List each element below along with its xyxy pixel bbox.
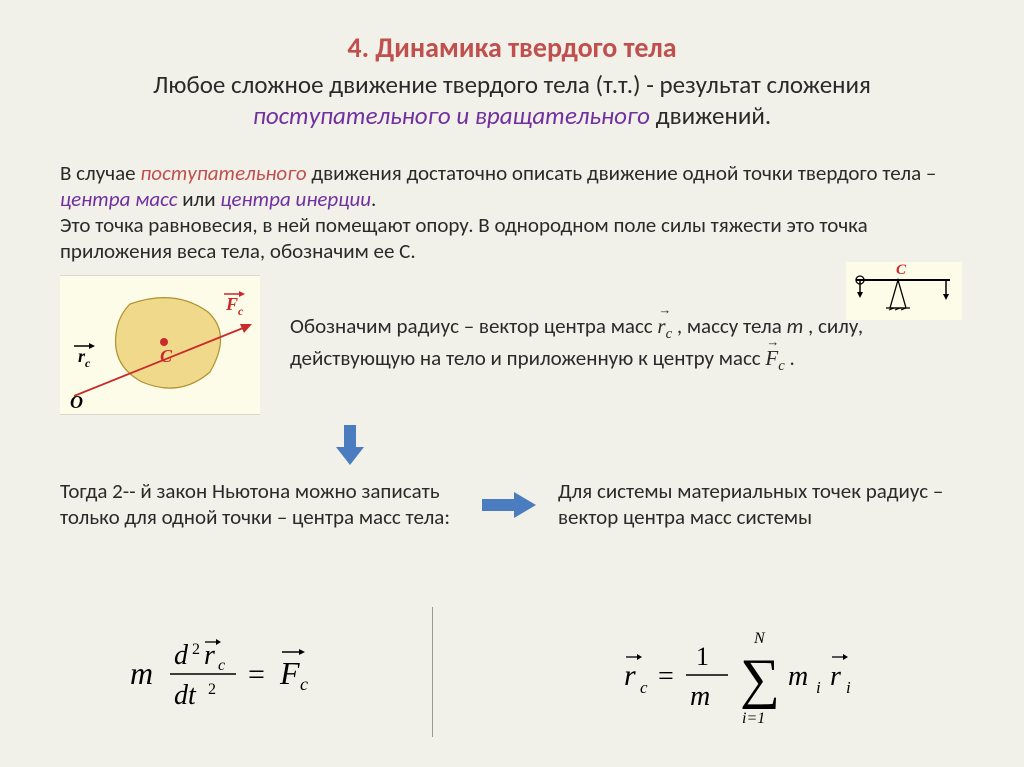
svg-text:O: O bbox=[70, 392, 83, 412]
rc-symbol: →rc bbox=[657, 313, 672, 344]
right-column-text: Для системы материальных точек радиус – … bbox=[558, 478, 958, 531]
p1-ci: центра инерции bbox=[220, 186, 371, 212]
p1-cm: центра масс bbox=[60, 186, 177, 212]
p1-or: или bbox=[177, 186, 220, 212]
subtitle-post: движений. bbox=[650, 100, 771, 131]
p2-m: m bbox=[787, 313, 804, 339]
p2-a: Обозначим радиус – вектор центра масс bbox=[290, 313, 657, 339]
slide-title: 4. Динамика твердого тела bbox=[60, 30, 964, 65]
vertical-divider bbox=[432, 607, 433, 737]
svg-text:i=1: i=1 bbox=[742, 710, 765, 727]
svg-text:1: 1 bbox=[696, 642, 709, 671]
svg-text:c: c bbox=[300, 674, 308, 694]
svg-text:m: m bbox=[690, 681, 710, 712]
subtitle-emph: поступательного и вращательного bbox=[253, 100, 650, 131]
p1-a: В случае bbox=[60, 160, 140, 186]
svg-text:C: C bbox=[896, 262, 907, 278]
p2-d: . bbox=[785, 345, 795, 371]
p1-acc: поступательного bbox=[140, 160, 306, 186]
svg-text:i: i bbox=[846, 678, 851, 697]
paragraph-1: В случае поступательного движения достат… bbox=[60, 160, 964, 265]
svg-text:r: r bbox=[624, 659, 636, 692]
svg-text:rc: rc bbox=[78, 346, 91, 370]
svg-text:N: N bbox=[753, 630, 766, 647]
newton-formula: m d 2 r c dt 2 = F c bbox=[130, 634, 360, 719]
svg-text:Fc: Fc bbox=[225, 294, 244, 318]
balance-figure: C bbox=[846, 262, 962, 320]
svg-text:dt: dt bbox=[174, 680, 197, 711]
svg-text:c: c bbox=[640, 678, 648, 697]
svg-text:F: F bbox=[279, 655, 300, 691]
svg-text:i: i bbox=[816, 678, 821, 697]
fc-symbol: →Fc bbox=[765, 345, 784, 376]
svg-text:=: = bbox=[248, 658, 265, 691]
subtitle-pre: Любое сложное движение твердого тела (т.… bbox=[153, 69, 871, 100]
slide-subtitle: Любое сложное движение твердого тела (т.… bbox=[60, 69, 964, 132]
svg-text:r: r bbox=[830, 661, 841, 692]
svg-text:∑: ∑ bbox=[740, 648, 780, 710]
svg-text:r: r bbox=[204, 640, 215, 671]
svg-text:2: 2 bbox=[208, 681, 216, 698]
svg-text:=: = bbox=[658, 661, 674, 692]
svg-text:2: 2 bbox=[192, 641, 200, 658]
p1-l3: Это точка равновесия, в ней помещают опо… bbox=[60, 212, 868, 264]
svg-text:m: m bbox=[788, 661, 808, 692]
svg-text:C: C bbox=[160, 346, 173, 366]
left-column-text: Тогда 2-- й закон Ньютона можно записать… bbox=[60, 478, 460, 531]
down-arrow-icon bbox=[330, 423, 964, 472]
svg-text:c: c bbox=[218, 657, 225, 674]
center-mass-formula: r c = 1 m ∑ N i=1 m i r i bbox=[624, 617, 904, 742]
right-arrow-icon bbox=[480, 488, 538, 531]
paragraph-2: Обозначим радиус – вектор центра масс →r… bbox=[290, 313, 964, 376]
center-mass-figure: O C rc Fc bbox=[60, 275, 260, 415]
p1-dot: . bbox=[371, 186, 376, 212]
p1-c: движения достаточно описать движение одн… bbox=[307, 160, 937, 186]
svg-text:m: m bbox=[130, 655, 153, 691]
svg-text:d: d bbox=[174, 640, 189, 671]
